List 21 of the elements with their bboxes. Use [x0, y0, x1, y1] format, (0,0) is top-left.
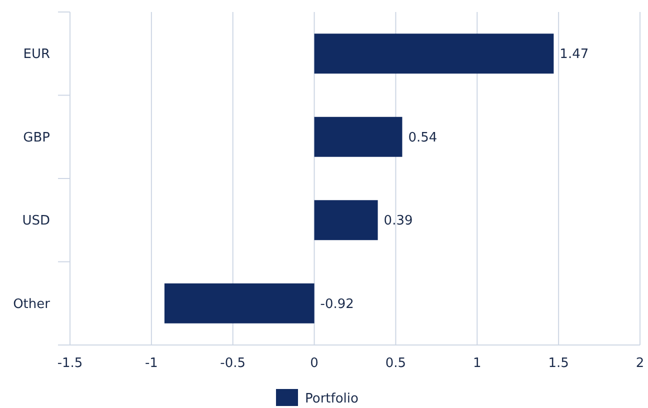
bar	[314, 116, 402, 157]
x-tick-label: 1.5	[548, 356, 569, 371]
x-tick-label: 0.5	[385, 356, 406, 371]
y-tick-label: Other	[13, 296, 51, 312]
x-tick-label: -1	[144, 356, 158, 371]
y-tick-label: EUR	[23, 47, 50, 62]
y-tick-label: GBP	[23, 130, 50, 146]
x-tick-label: 2	[636, 356, 644, 371]
bar	[314, 34, 554, 74]
y-tick-label: USD	[22, 214, 50, 229]
data-label: 0.39	[384, 214, 413, 229]
x-tick-label: -1.5	[57, 356, 83, 371]
data-label: 0.54	[408, 130, 438, 146]
legend-label: Portfolio	[305, 392, 359, 407]
x-tick-label: 1	[473, 356, 482, 371]
x-tick-label: 0	[310, 356, 318, 371]
data-label: -0.92	[320, 296, 354, 312]
bar	[314, 200, 378, 240]
x-tick-label: -0.5	[220, 356, 246, 371]
data-label: 1.47	[560, 47, 589, 62]
bar	[164, 283, 314, 324]
